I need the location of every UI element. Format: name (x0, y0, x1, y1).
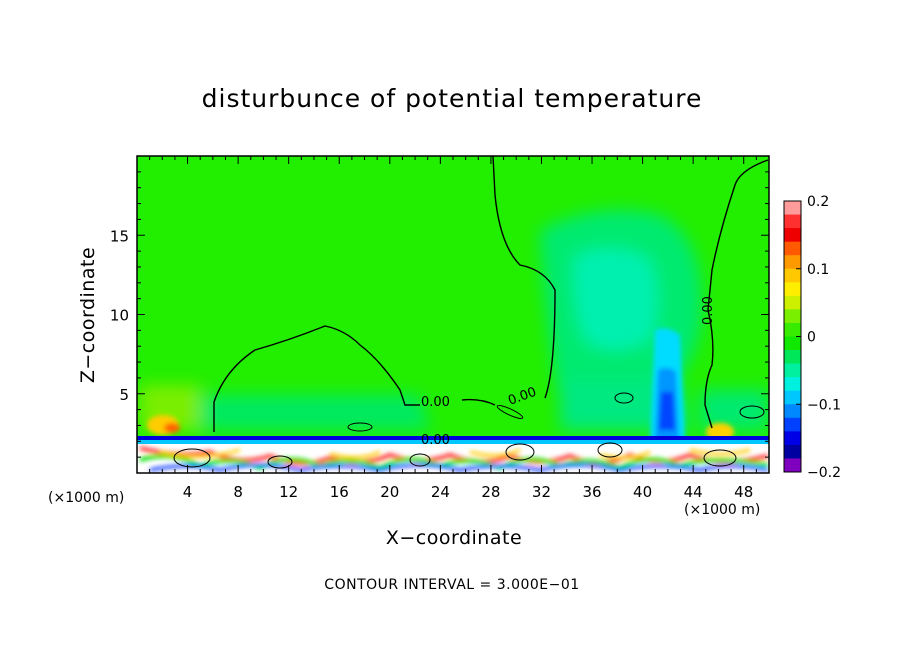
colorbar-segment (784, 322, 801, 337)
colorbar-segment (784, 295, 801, 310)
x-unit-right: (×1000 m) (684, 502, 761, 518)
colorbar: 0.2 0.1 0 −0.1 −0.2 (783, 194, 841, 481)
contour-label: 0.00 (421, 433, 450, 448)
contour-interval-note: CONTOUR INTERVAL = 3.000E−01 (324, 577, 580, 593)
colorbar-segment (784, 458, 801, 473)
y-tick-label: 15 (110, 227, 129, 245)
x-tick-label: 36 (582, 483, 601, 501)
colorbar-segment (784, 377, 801, 392)
y-axis-label: Z−coordinate (77, 246, 99, 384)
x-tick-label: 12 (279, 483, 298, 501)
colorbar-segment (784, 214, 801, 229)
x-tick-label: 24 (431, 483, 450, 501)
colorbar-segment (784, 255, 801, 270)
contour-label: 0.00 (421, 395, 450, 410)
chart-title: disturbunce of potential temperature (201, 84, 703, 113)
colorbar-segment (784, 350, 801, 365)
x-tick-label: 32 (532, 483, 551, 501)
colorbar-tick-label: 0.2 (807, 194, 829, 210)
colorbar-segment (784, 228, 801, 243)
x-tick-label: 16 (330, 483, 349, 501)
x-tick-label: 44 (684, 483, 703, 501)
colorbar-segment (784, 241, 801, 256)
x-tick-label: 48 (734, 483, 753, 501)
heatmap-field (137, 156, 769, 473)
colorbar-segment (784, 444, 801, 459)
colorbar-segment (784, 431, 801, 446)
colorbar-segment (784, 201, 801, 216)
colorbar-tick-label: 0.1 (807, 262, 829, 278)
y-tick-label: 10 (110, 307, 129, 325)
colorbar-segment (784, 417, 801, 432)
colorbar-tick-label: 0 (807, 330, 816, 346)
contour-label: 0.00 (701, 296, 716, 325)
colorbar-tick-label: −0.1 (807, 397, 841, 413)
colorbar-segment (784, 390, 801, 405)
colorbar-segment (784, 282, 801, 297)
x-tick-label: 20 (380, 483, 399, 501)
colorbar-segment (784, 363, 801, 378)
x-tick-label: 4 (183, 483, 193, 501)
y-tick-label: 5 (119, 386, 129, 404)
x-axis-label: X−coordinate (385, 527, 523, 549)
colorbar-tick-label: −0.2 (807, 465, 841, 481)
colorbar-segment (784, 268, 801, 283)
x-tick-label: 8 (233, 483, 243, 501)
x-unit-left: (×1000 m) (48, 490, 125, 506)
x-tick-label: 40 (633, 483, 652, 501)
x-tick-label: 28 (481, 483, 500, 501)
colorbar-segment (784, 336, 801, 351)
colorbar-segment (784, 309, 801, 324)
colorbar-segment (784, 404, 801, 419)
